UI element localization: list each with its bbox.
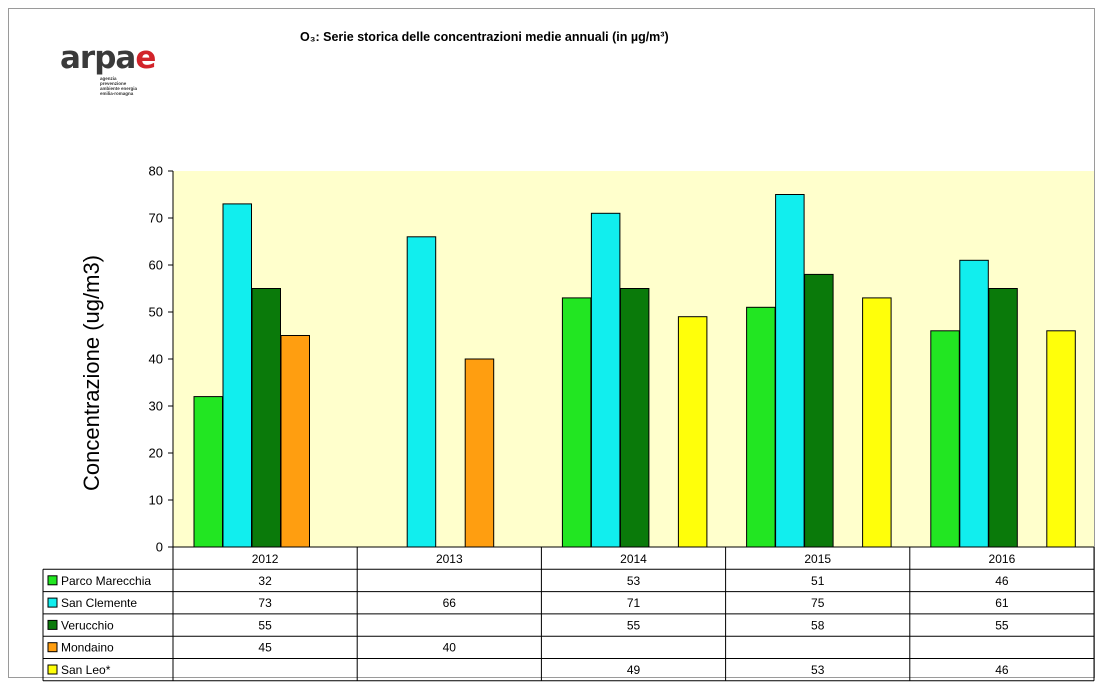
data-label: 32 bbox=[258, 574, 272, 588]
category-label: 2014 bbox=[620, 552, 647, 566]
data-label: 53 bbox=[811, 663, 825, 677]
data-label: 58 bbox=[811, 618, 825, 632]
arpae-logo: arpae agenzia prevenzione ambiente energ… bbox=[60, 40, 170, 100]
data-label: 55 bbox=[258, 618, 272, 632]
category-label: 2012 bbox=[252, 552, 279, 566]
data-label: 46 bbox=[995, 663, 1009, 677]
logo-tagline: agenzia prevenzione ambiente energia emi… bbox=[100, 76, 138, 96]
category-label: 2015 bbox=[804, 552, 831, 566]
data-label: 71 bbox=[627, 596, 641, 610]
legend-entry: Mondaino bbox=[61, 641, 114, 655]
data-label: 45 bbox=[258, 641, 272, 655]
y-tick-label: 50 bbox=[149, 305, 163, 320]
y-tick-label: 30 bbox=[149, 399, 163, 414]
y-tick-label: 60 bbox=[149, 258, 163, 273]
data-label: 73 bbox=[258, 596, 272, 610]
bar-san-clemente-2015 bbox=[775, 194, 805, 548]
y-tick-label: 0 bbox=[156, 540, 163, 555]
bar-san-clemente-2013 bbox=[406, 236, 437, 548]
logo-wordmark: arpae bbox=[60, 40, 156, 76]
y-tick-label: 80 bbox=[149, 164, 163, 179]
bar-san-clemente-2014 bbox=[590, 212, 621, 548]
bar-parco-marecchia-2014 bbox=[561, 297, 592, 548]
data-label: 61 bbox=[995, 596, 1009, 610]
legend-entry: San Leo* bbox=[61, 663, 111, 677]
legend-entry: Verucchio bbox=[61, 618, 114, 632]
legend-swatch bbox=[47, 575, 58, 586]
data-label: 55 bbox=[627, 618, 641, 632]
data-label: 75 bbox=[811, 596, 825, 610]
legend-swatch bbox=[47, 642, 58, 653]
legend-swatch bbox=[47, 664, 58, 675]
bar-san-clemente-2016 bbox=[959, 259, 989, 548]
legend-swatch bbox=[47, 597, 58, 608]
chart-title: O₃: Serie storica delle concentrazioni m… bbox=[300, 30, 669, 44]
data-label: 46 bbox=[995, 574, 1009, 588]
legend-entry: Parco Marecchia bbox=[61, 574, 151, 588]
y-tick-label: 40 bbox=[149, 352, 163, 367]
bar-verucchio-2014 bbox=[619, 288, 650, 548]
bar-mondaino-2012 bbox=[280, 335, 310, 548]
data-label: 55 bbox=[995, 618, 1009, 632]
legend-entry: San Clemente bbox=[61, 596, 137, 610]
y-tick-label: 20 bbox=[149, 446, 163, 461]
bar-san-leo-2015 bbox=[862, 297, 892, 548]
data-label: 40 bbox=[443, 641, 457, 655]
category-label: 2016 bbox=[989, 552, 1016, 566]
data-label: 51 bbox=[811, 574, 825, 588]
bar-san-clemente-2012 bbox=[222, 203, 252, 548]
bar-verucchio-2012 bbox=[251, 288, 281, 548]
legend-swatch bbox=[47, 619, 58, 630]
data-label: 49 bbox=[627, 663, 641, 677]
bar-mondaino-2013 bbox=[464, 358, 495, 548]
bar-san-leo-2014 bbox=[677, 316, 708, 548]
bar-verucchio-2016 bbox=[988, 288, 1018, 548]
bar-parco-marecchia-2012 bbox=[193, 396, 223, 548]
data-label: 53 bbox=[627, 574, 641, 588]
y-tick-label: 10 bbox=[149, 493, 163, 508]
bar-san-leo-2016 bbox=[1046, 330, 1076, 548]
data-label: 66 bbox=[443, 596, 457, 610]
bar-parco-marecchia-2015 bbox=[746, 306, 776, 548]
bar-verucchio-2015 bbox=[804, 273, 834, 548]
chart-frame bbox=[8, 8, 1095, 678]
y-tick-label: 70 bbox=[149, 211, 163, 226]
y-axis-label: Concentrazione (ug/m3) bbox=[79, 255, 104, 491]
category-label: 2013 bbox=[436, 552, 463, 566]
bar-parco-marecchia-2016 bbox=[930, 330, 960, 548]
